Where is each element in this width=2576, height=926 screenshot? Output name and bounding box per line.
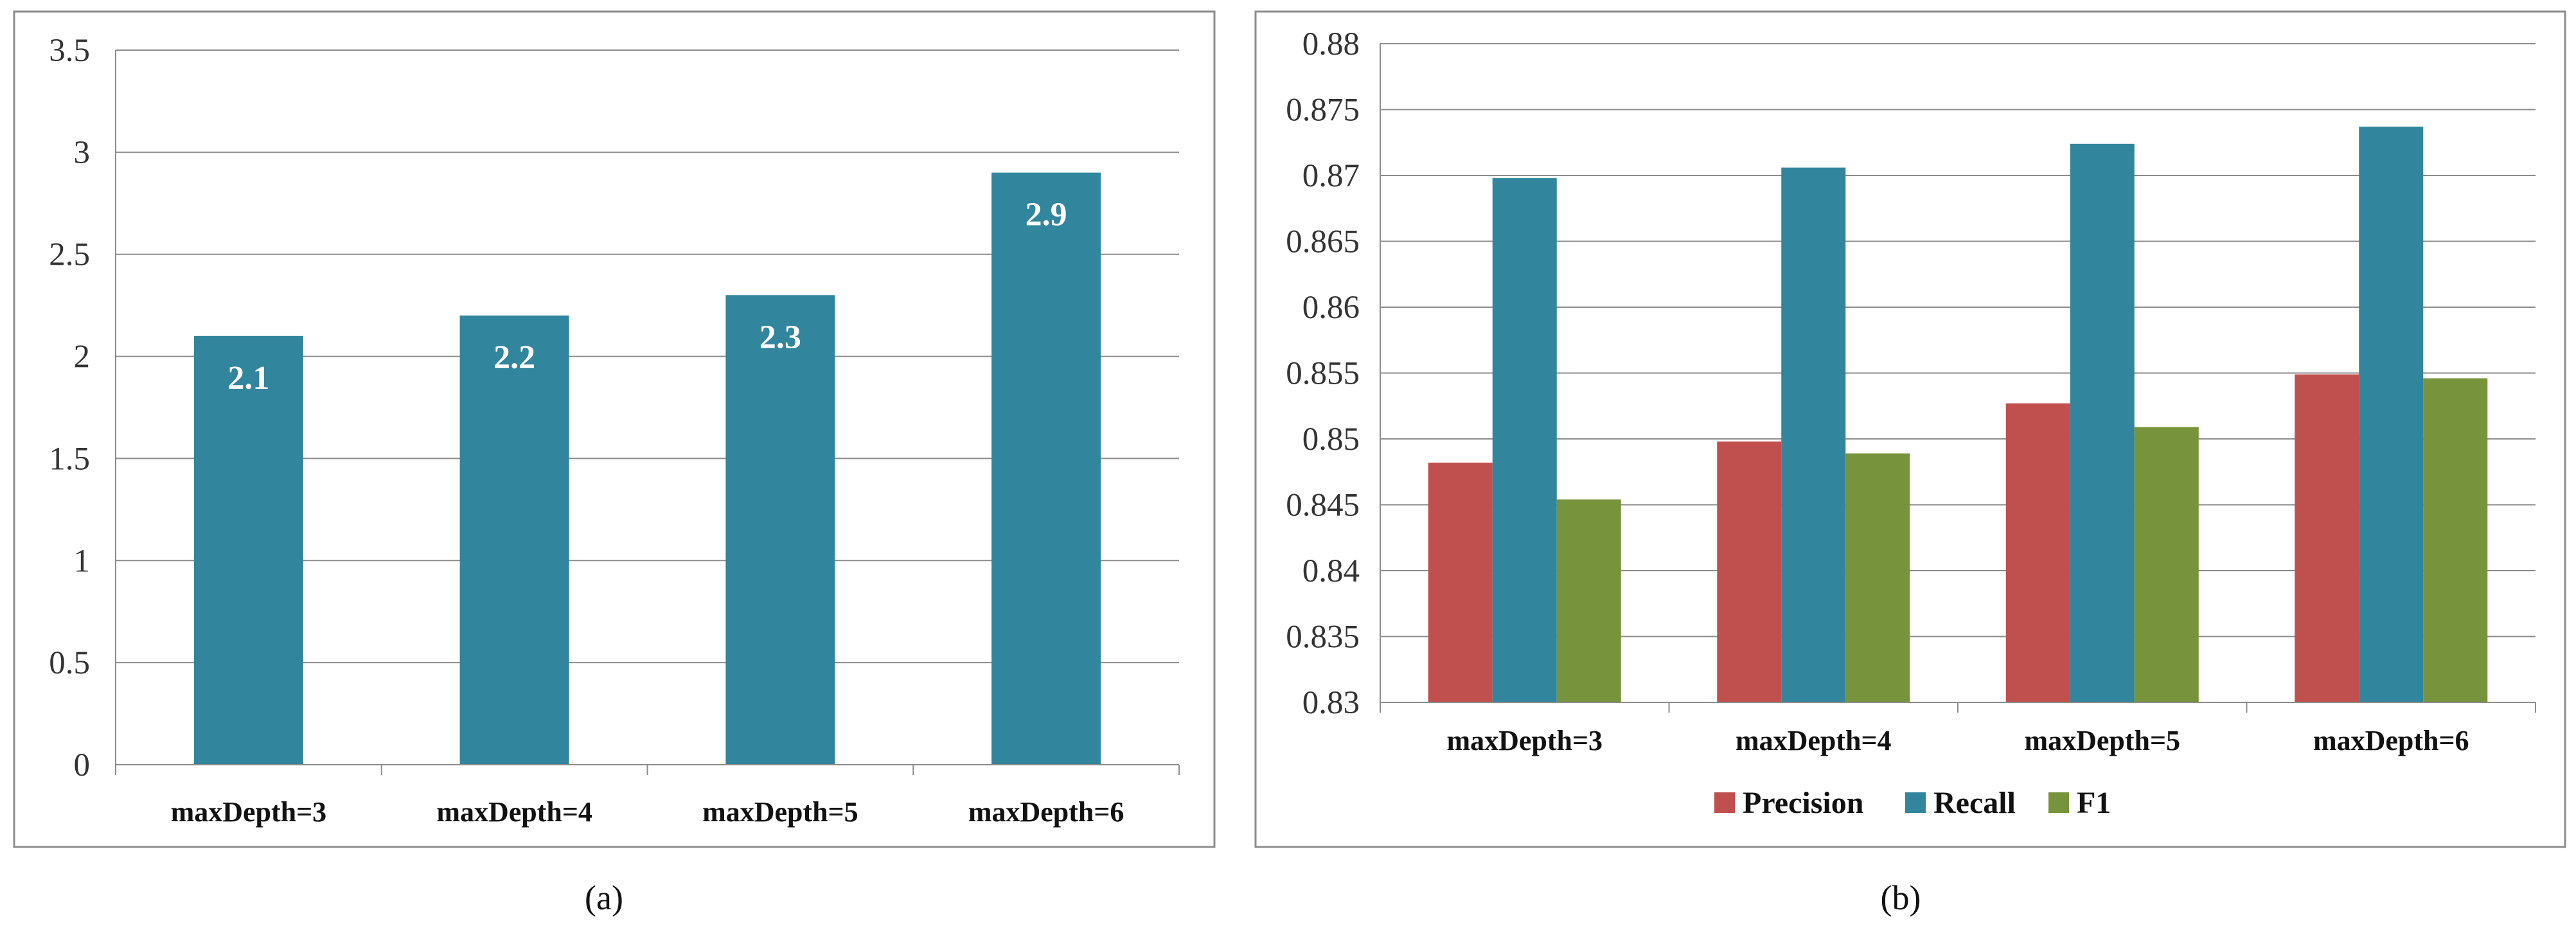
- chart-b-category-label: maxDepth=5: [2024, 725, 2180, 756]
- chart-b-bar-precision: [1428, 462, 1493, 702]
- chart-a-data-label: 2.3: [759, 319, 801, 355]
- chart-b-bar-precision: [1717, 441, 1782, 702]
- chart-a-bar: [459, 316, 569, 765]
- chart-b-y-tick-label: 0.875: [1286, 93, 1360, 129]
- chart-b-y-tick-label: 0.85: [1302, 422, 1360, 458]
- chart-a-category-label: maxDepth=6: [968, 796, 1124, 828]
- chart-a-y-tick-label: 0.5: [49, 645, 90, 681]
- chart-a-panel-label: (a): [585, 878, 623, 917]
- chart-b-legend: Precision Recall F1: [1714, 786, 2111, 820]
- chart-a-y-tick-label: 1: [74, 543, 91, 579]
- chart-b-y-tick-label: 0.84: [1302, 553, 1360, 589]
- chart-a-y-tick-label: 2.5: [49, 237, 90, 273]
- chart-b-category-label: maxDepth=4: [1736, 725, 1892, 756]
- chart-b-legend-label-f1: F1: [2077, 786, 2111, 820]
- chart-b-bar-recall: [2070, 143, 2135, 703]
- chart-b-y-tick-label: 0.865: [1286, 224, 1360, 260]
- chart-a-category-label: maxDepth=5: [702, 796, 858, 828]
- chart-a-data-label: 2.2: [493, 339, 535, 376]
- chart-b-bar-recall: [1492, 178, 1557, 703]
- chart-a-bar: [193, 335, 303, 765]
- chart-b-y-tick-label: 0.86: [1302, 290, 1360, 326]
- chart-b-bar-precision: [2005, 403, 2070, 702]
- chart-a-y-tick-label: 0: [74, 747, 91, 783]
- chart-a-bar: [991, 172, 1101, 765]
- chart-a-y-tick-label: 3: [74, 135, 91, 171]
- chart-b-legend-label-precision: Precision: [1743, 786, 1863, 820]
- chart-b-bar-f1: [2134, 427, 2199, 702]
- chart-b-y-tick-label: 0.83: [1302, 685, 1360, 721]
- chart-b-category-label: maxDepth=6: [2313, 725, 2469, 756]
- chart-a-y-tick-label: 2: [74, 339, 91, 375]
- chart-b-bar-f1: [1845, 453, 1910, 702]
- chart-b-panel-label: (b): [1881, 878, 1921, 917]
- chart-b-bar-f1: [2423, 378, 2488, 702]
- chart-a-data-label: 2.9: [1026, 197, 1067, 233]
- chart-b-legend-swatch-precision: [1714, 792, 1735, 813]
- chart-b-y-tick-label: 0.855: [1286, 356, 1360, 392]
- chart-a-y-tick-label: 3.5: [49, 33, 90, 69]
- chart-b-legend-swatch-recall: [1905, 792, 1926, 813]
- chart-b-bar-f1: [1556, 499, 1621, 702]
- chart-b-y-tick-label: 0.87: [1302, 158, 1360, 194]
- chart-a-data-label: 2.1: [227, 360, 269, 396]
- chart-a-y-tick-label: 1.5: [49, 441, 90, 477]
- chart-a: 0 0.5 1 1.5 2 2.5 3 3.5 2.1 maxDepth=3 2.2 maxDepth…: [49, 33, 1180, 828]
- chart-a-category-label: maxDepth=3: [171, 796, 327, 828]
- chart-b-legend-swatch-f1: [2048, 792, 2069, 813]
- chart-b-y-tick-label: 0.845: [1286, 488, 1360, 524]
- chart-b-bar-recall: [1781, 167, 1846, 702]
- chart-b-y-tick-label: 0.835: [1286, 619, 1360, 655]
- chart-b-bar-precision: [2295, 374, 2359, 702]
- chart-b-y-tick-label: 0.88: [1302, 26, 1360, 62]
- chart-b-legend-label-recall: Recall: [1933, 786, 2016, 820]
- chart-a-bar: [725, 295, 835, 765]
- chart-b-bar-recall: [2359, 127, 2424, 702]
- chart-a-category-label: maxDepth=4: [436, 796, 592, 828]
- chart-b-category-label: maxDepth=3: [1446, 725, 1603, 756]
- chart-b: 0.83 0.835 0.84 0.845 0.85 0.855 0.86 0.865 0.87…: [1286, 26, 2536, 820]
